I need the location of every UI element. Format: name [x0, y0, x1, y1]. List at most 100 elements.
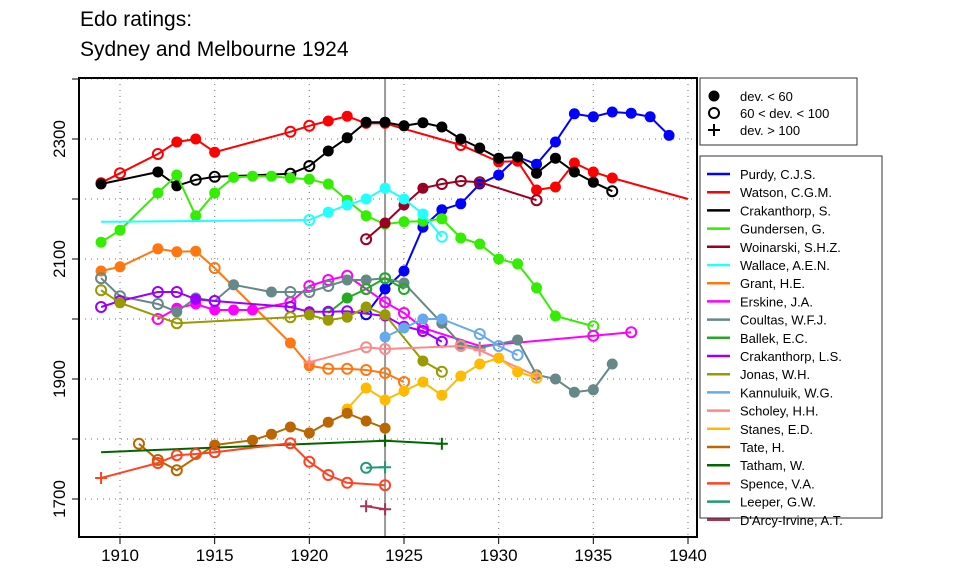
- data-point: [208, 170, 221, 183]
- data-point: [455, 133, 467, 145]
- data-point: [397, 307, 410, 319]
- data-point: [265, 286, 277, 298]
- legend-label: Coultas, W.F.J.: [740, 313, 827, 328]
- data-point: [152, 187, 164, 199]
- data-point: [530, 371, 543, 384]
- marker-legend-label: 60 < dev. < 100: [740, 106, 829, 121]
- series-legend: Purdy, C.J.S. Watson, C.G.M. Crakanthorp, …: [699, 155, 883, 528]
- data-point: [284, 125, 297, 138]
- legend-label: Crakanthorp, S.: [740, 203, 831, 218]
- data-point: [360, 500, 373, 513]
- data-point: [625, 326, 638, 339]
- data-point: [455, 198, 467, 210]
- series-scholey-h-h-: [303, 340, 543, 382]
- legend-label: Scholey, H.H.: [740, 404, 819, 419]
- data-point: [322, 416, 334, 428]
- series-line: [346, 356, 537, 410]
- legend-label: Wallace, A.E.N.: [740, 258, 830, 273]
- legend-point: [708, 107, 720, 119]
- data-point: [341, 274, 353, 286]
- data-point: [379, 182, 391, 194]
- data-point: [95, 301, 108, 313]
- data-point: [435, 230, 448, 243]
- data-point: [95, 236, 107, 248]
- series-line: [327, 277, 405, 314]
- series-woinarski-s-h-z-: [360, 175, 543, 246]
- data-point: [151, 148, 164, 160]
- data-point: [474, 238, 486, 250]
- data-point: [492, 340, 505, 352]
- data-point: [435, 437, 448, 450]
- legend-label: Kannuluik, W.G.: [740, 385, 833, 400]
- data-point: [531, 167, 543, 179]
- data-point: [473, 344, 486, 357]
- data-point: [379, 272, 392, 285]
- data-point: [341, 110, 353, 122]
- data-point: [379, 296, 392, 309]
- data-point: [549, 152, 561, 164]
- marker-legend-label: dev. < 60: [740, 89, 793, 104]
- data-point: [587, 166, 599, 178]
- data-point: [493, 352, 505, 364]
- data-point: [265, 428, 277, 440]
- data-point: [379, 422, 391, 434]
- legend-label: Grant, H.E.: [740, 276, 805, 291]
- data-point: [171, 306, 183, 318]
- data-point: [606, 106, 618, 118]
- data-point: [606, 358, 618, 370]
- data-point: [398, 120, 410, 132]
- series-line: [100, 442, 386, 487]
- data-point: [379, 394, 391, 406]
- legend-label: Woinarski, S.H.Z.: [740, 240, 841, 255]
- data-point: [114, 167, 126, 180]
- x-tick-label: 1935: [574, 546, 612, 565]
- data-point: [228, 279, 240, 291]
- data-point: [474, 358, 486, 370]
- data-point: [284, 421, 296, 433]
- series-crakanthorp-s-: [95, 116, 619, 198]
- data-point: [568, 166, 580, 178]
- data-point: [549, 181, 561, 193]
- data-point: [360, 283, 373, 295]
- data-point: [303, 455, 316, 468]
- data-point: [379, 479, 392, 492]
- data-point: [284, 286, 297, 298]
- data-point: [341, 132, 353, 144]
- data-point: [190, 293, 202, 305]
- data-point: [303, 173, 315, 185]
- data-point: [284, 337, 296, 349]
- data-point: [568, 157, 580, 169]
- data-point: [436, 213, 448, 225]
- data-point: [228, 304, 240, 316]
- data-point: [512, 366, 524, 378]
- data-point: [568, 386, 580, 398]
- data-point: [170, 317, 183, 330]
- data-point: [360, 116, 372, 128]
- data-point: [152, 243, 164, 255]
- data-point: [549, 136, 561, 148]
- data-point: [549, 373, 561, 385]
- data-point: [228, 171, 240, 183]
- data-point: [95, 472, 108, 484]
- data-point: [360, 415, 372, 427]
- x-tick-label: 1910: [101, 546, 139, 565]
- data-point: [379, 461, 392, 474]
- data-point: [303, 160, 316, 172]
- y-tick-label: 2300: [50, 120, 69, 158]
- legend-label: Tate, H.: [740, 440, 785, 455]
- data-point: [95, 178, 107, 190]
- data-point: [531, 158, 543, 170]
- data-point: [587, 176, 599, 188]
- data-point: [379, 434, 392, 447]
- data-point: [303, 286, 316, 298]
- data-point: [341, 476, 354, 489]
- data-point: [303, 356, 316, 369]
- data-point: [341, 311, 353, 323]
- data-point: [417, 182, 429, 194]
- series-line: [365, 179, 537, 240]
- data-point: [322, 206, 334, 218]
- data-point: [512, 258, 524, 270]
- data-point: [379, 283, 391, 295]
- data-point: [341, 292, 353, 304]
- series-legend-box: [699, 155, 883, 519]
